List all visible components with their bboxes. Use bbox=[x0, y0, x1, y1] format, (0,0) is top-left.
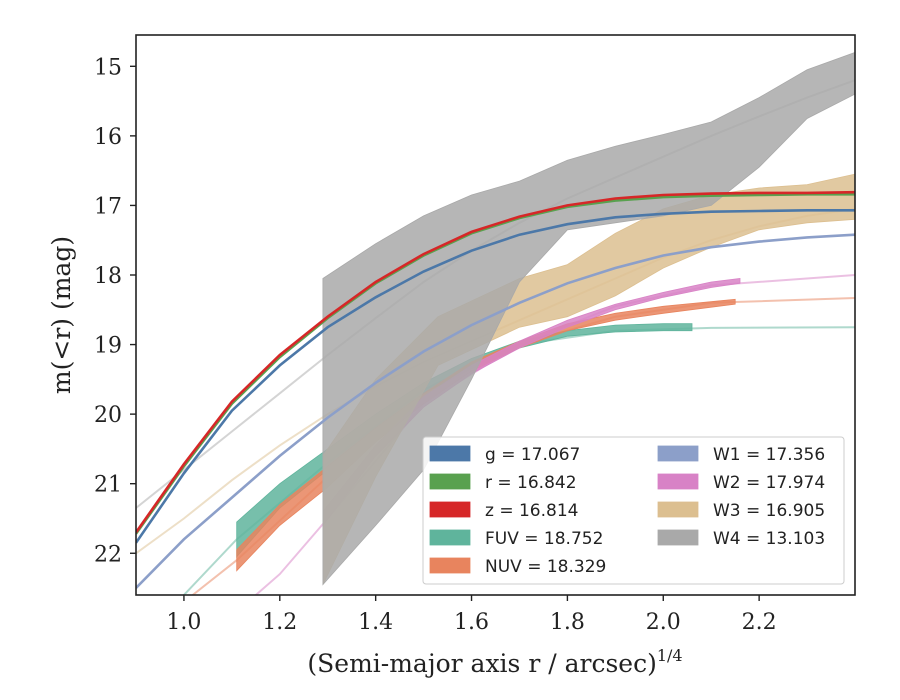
legend-frame bbox=[422, 436, 845, 585]
model-lines bbox=[136, 190, 855, 589]
legend-label-fuv: FUV = 18.752 bbox=[485, 529, 603, 549]
legend-swatch-w4 bbox=[657, 529, 699, 546]
x-tick-label: 1.0 bbox=[166, 610, 201, 635]
y-tick-label: 19 bbox=[94, 334, 122, 359]
x-tick-label: 1.6 bbox=[454, 610, 489, 635]
y-tick-label: 22 bbox=[94, 542, 122, 567]
series-w4-band bbox=[322, 51, 855, 586]
x-tick-label: 1.8 bbox=[550, 610, 585, 635]
y-tick-label: 18 bbox=[94, 264, 122, 289]
legend-swatch-w1 bbox=[657, 445, 699, 462]
legend-label-nuv: NUV = 18.329 bbox=[485, 557, 606, 577]
legend-label-w1: W1 = 17.356 bbox=[713, 445, 825, 465]
legend-label-w4: W4 = 13.103 bbox=[713, 529, 825, 549]
series-w1-line bbox=[136, 233, 855, 589]
x-tick-label: 2.2 bbox=[742, 610, 777, 635]
legend-label-z: z = 16.814 bbox=[485, 501, 578, 521]
plot-frame bbox=[135, 34, 856, 596]
y-tick-label: 20 bbox=[94, 403, 122, 428]
y-tick-label: 16 bbox=[94, 125, 122, 150]
legend-label-w2: W2 = 17.974 bbox=[713, 473, 825, 493]
y-tick-label: 21 bbox=[94, 473, 122, 498]
legend-swatch-r bbox=[429, 473, 471, 490]
legend-swatch-w2 bbox=[657, 473, 699, 490]
x-axis-label-exponent: 1/4 bbox=[657, 646, 683, 665]
y-tick-label: 15 bbox=[94, 55, 122, 80]
legend-label-g: g = 17.067 bbox=[485, 445, 580, 465]
x-axis-label: (Semi-major axis r / arcsec)1/4 bbox=[307, 646, 682, 678]
x-tick-label: 1.2 bbox=[262, 610, 297, 635]
legend-swatch-z bbox=[429, 501, 471, 518]
series-g-line bbox=[136, 209, 855, 544]
x-axis-ticks: 1.0 1.2 1.4 1.6 1.8 2.0 2.2 bbox=[166, 595, 777, 635]
legend-swatch-fuv bbox=[429, 529, 471, 546]
legend-swatch-nuv bbox=[429, 557, 471, 574]
x-axis-label-main: (Semi-major axis r / arcsec) bbox=[307, 649, 656, 678]
legend-label-r: r = 16.842 bbox=[485, 473, 577, 493]
uncertainty-bands bbox=[236, 51, 855, 586]
y-tick-label: 17 bbox=[94, 194, 122, 219]
legend-swatch-w3 bbox=[657, 501, 699, 518]
legend-swatch-g bbox=[429, 445, 471, 462]
series-r-line bbox=[136, 193, 855, 535]
legend: g = 17.067 W1 = 17.356 r = 16.842 W2 = 17.9… bbox=[422, 436, 845, 585]
x-tick-label: 2.0 bbox=[646, 610, 681, 635]
y-axis-label: m(<r) (mag) bbox=[47, 236, 76, 394]
series-z-line bbox=[136, 190, 855, 534]
legend-label-w3: W3 = 16.905 bbox=[713, 501, 825, 521]
y-axis-ticks: 15 16 17 18 19 20 21 22 bbox=[94, 55, 136, 567]
x-tick-label: 1.4 bbox=[358, 610, 393, 635]
